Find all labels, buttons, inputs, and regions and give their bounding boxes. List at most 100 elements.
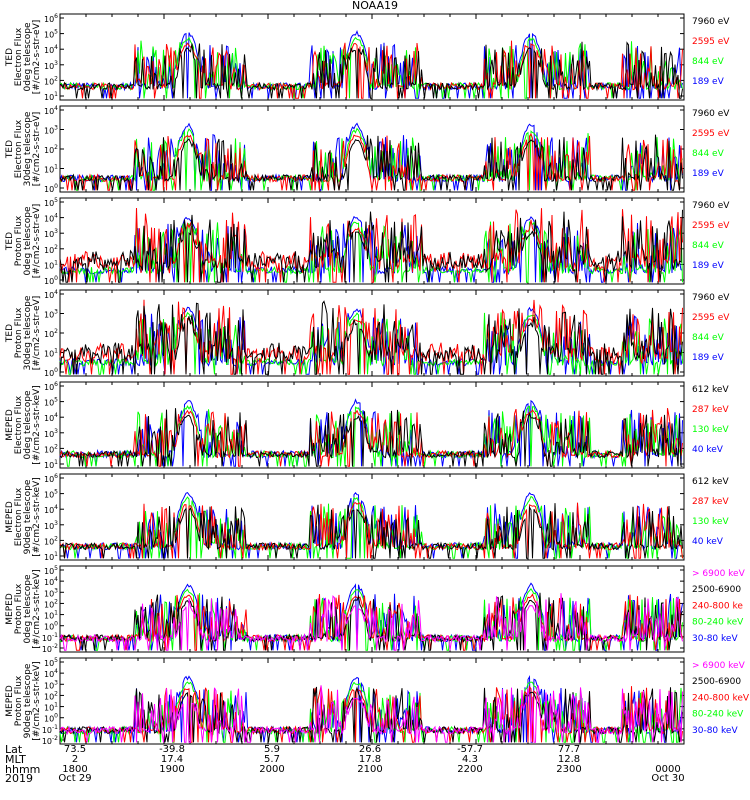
footer-lat-value: -57.7	[457, 744, 483, 755]
y-tick-label: 101	[44, 610, 58, 621]
legend-entry: 189 eV	[692, 353, 725, 363]
flux-series	[59, 207, 683, 283]
y-axis-label: TEDElectron Flux30deg telescope[#/cm2-s-…	[5, 111, 42, 186]
y-axis-label: MEPEDElectron Flux0deg telescope[#/cm2-s…	[5, 385, 42, 464]
legend-entry: 240-800 ke	[692, 601, 743, 611]
y-tick-label: 104	[44, 412, 58, 423]
legend-entry: 30-80 keV	[692, 726, 738, 736]
legend-entry: 7960 eV	[692, 109, 730, 119]
y-tick-label: 102	[44, 244, 58, 255]
legend-entry: 2595 eV	[692, 37, 730, 47]
y-tick-label: 101	[44, 91, 58, 102]
y-tick-label: 103	[44, 60, 58, 71]
y-tick-label: 102	[44, 144, 58, 155]
y-tick-label: 104	[44, 213, 58, 224]
y-tick-label: 10-1	[42, 724, 58, 735]
footer-mlt-value: 17.8	[358, 754, 382, 765]
legend-entry: 189 eV	[692, 77, 725, 87]
footer-mlt-value: 4.3	[462, 754, 478, 765]
y-axis-label: TEDElectron Flux0deg telescope[#/cm2-s-s…	[5, 20, 42, 95]
legend-entry: 612 keV	[692, 385, 729, 395]
y-tick-label: 104	[44, 105, 58, 116]
y-tick-label: 100	[44, 183, 58, 194]
y-tick-label: 10-1	[42, 632, 58, 643]
footer-hhmm-value: 2100	[357, 764, 383, 775]
footer-lat-value: 77.7	[557, 744, 581, 755]
y-tick-label: 103	[44, 587, 58, 598]
legend-entry: 844 eV	[692, 241, 725, 251]
footer-hhmm-value: 1800	[62, 764, 88, 775]
legend-entry: 844 eV	[692, 333, 725, 343]
y-axis-label: MEPEDElectron Flux90deg telescope[#/cm2-…	[5, 477, 42, 556]
legend-entry: 2500-6900	[692, 585, 741, 595]
legend-entry: 130 keV	[692, 517, 729, 527]
y-tick-label: 10-2	[42, 735, 58, 746]
y-tick-label: 102	[44, 75, 58, 86]
flux-series	[59, 300, 683, 375]
footer-hhmm-value: 2000	[259, 764, 285, 775]
y-axis-label: MEPEDProton Flux90deg telescope[#/cm2-s-…	[5, 661, 42, 740]
footer-lat-value: 73.5	[63, 744, 87, 755]
y-tick-label: 105	[44, 565, 58, 576]
flux-series	[59, 209, 683, 283]
y-tick-label: 102	[44, 443, 58, 454]
flux-series	[59, 36, 683, 99]
footer-lat-value: 5.9	[264, 744, 280, 755]
y-tick-label: 103	[44, 679, 58, 690]
y-tick-label: 101	[44, 259, 58, 270]
flux-series	[59, 408, 683, 467]
flux-series	[59, 502, 683, 559]
footer-hhmm-value: 2300	[556, 764, 582, 775]
legend-entry: 7960 eV	[692, 293, 730, 303]
footer-lat-value: 26.6	[358, 744, 382, 755]
legend-entry: 80-240 keV	[692, 618, 744, 628]
legend-entry: 130 keV	[692, 425, 729, 435]
y-tick-label: 101	[44, 702, 58, 713]
footer-date-value: Oct 30	[651, 773, 685, 784]
y-tick-label: 101	[44, 164, 58, 175]
footer-row-label: MLT	[5, 753, 26, 766]
y-tick-label: 101	[44, 459, 58, 470]
y-axis-label: TEDProton Flux0deg telescope[#/cm2-s-str…	[5, 204, 42, 279]
flux-series	[59, 408, 683, 467]
y-axis-label: MEPEDProton Flux0deg telescope[#/cm2-s-s…	[5, 569, 42, 648]
legend-entry: 287 keV	[692, 497, 729, 507]
y-tick-label: 103	[44, 125, 58, 136]
legend-entry: 2595 eV	[692, 129, 730, 139]
footer-mlt-value: 5.7	[264, 754, 280, 765]
legend-entry: 287 keV	[692, 405, 729, 415]
y-tick-label: 10-2	[42, 643, 58, 654]
legend-entry: 80-240 keV	[692, 710, 744, 720]
legend-entry: 30-80 keV	[692, 634, 738, 644]
footer-mlt-value: 2	[71, 754, 79, 765]
footer-hhmm-value: 1900	[159, 764, 185, 775]
y-tick-label: 105	[44, 197, 58, 208]
chart-title: NOAA19	[351, 0, 399, 12]
legend-entry: 40 keV	[692, 445, 724, 455]
legend-entry: 844 eV	[692, 57, 725, 67]
flux-series	[59, 41, 683, 99]
y-tick-label: 105	[44, 489, 58, 500]
y-tick-label: 100	[44, 367, 58, 378]
footer-row-label: Lat	[5, 743, 23, 756]
y-tick-label: 102	[44, 535, 58, 546]
flux-series	[59, 134, 683, 191]
footer-mlt-value: 12.8	[557, 754, 581, 765]
y-tick-label: 102	[44, 328, 58, 339]
y-tick-label: 106	[44, 13, 58, 24]
legend-entry: 7960 eV	[692, 201, 730, 211]
legend-entry: 2500-6900	[692, 677, 741, 687]
legend-entry: 2595 eV	[692, 221, 730, 231]
y-tick-label: 105	[44, 397, 58, 408]
y-tick-label: 103	[44, 309, 58, 320]
footer-lat-value: -39.8	[159, 744, 185, 755]
footer-hhmm-value: 2200	[457, 764, 483, 775]
